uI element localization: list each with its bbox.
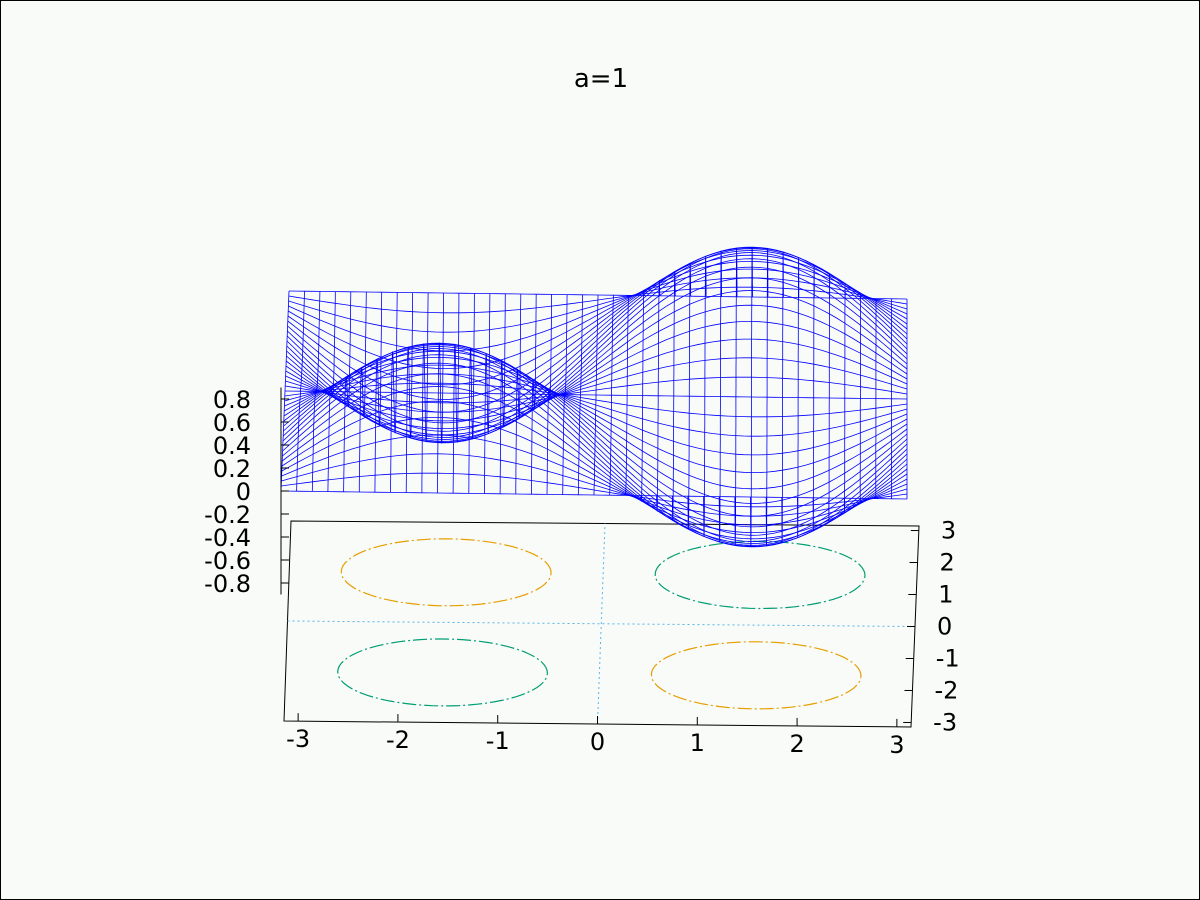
- z-tick-label: -0.6: [204, 547, 251, 575]
- z-axis: 0.80.60.40.20-0.2-0.4-0.6-0.8: [204, 386, 289, 598]
- mesh-line-x: [844, 283, 846, 514]
- mesh-line-x: [484, 293, 491, 494]
- y-tick-label: -2: [934, 676, 958, 704]
- y-axis: 3 2 1 0 -1 -2 -3: [903, 517, 960, 736]
- mesh-line-x: [468, 293, 475, 494]
- contour-line-1: [654, 540, 866, 610]
- mesh-line-x: [703, 255, 707, 537]
- x-tick-label: -3: [286, 725, 310, 753]
- base-plane: [283, 520, 920, 728]
- mesh-line-x: [656, 279, 661, 512]
- x-tick-label: 1: [690, 729, 705, 757]
- x-axis: -3 -2 -1 0 1 2 3: [286, 713, 905, 759]
- z-tick-label: 0.8: [213, 386, 251, 414]
- y-tick-label: -1: [936, 644, 960, 672]
- mesh-line-x: [437, 292, 444, 494]
- mesh-line-x: [765, 248, 769, 546]
- y-tick-label: 2: [940, 549, 955, 577]
- mesh-line-x: [593, 295, 599, 495]
- mesh-line-x: [859, 293, 862, 504]
- x-tick-label: 2: [789, 730, 804, 758]
- mesh-line-x: [671, 271, 676, 521]
- mesh-line-x: [828, 273, 831, 523]
- base-frame: [283, 520, 920, 728]
- x-tick-label: -2: [386, 726, 410, 754]
- mesh-line-x: [311, 291, 321, 492]
- mesh-line-x: [499, 293, 506, 494]
- z-tick-label: -0.2: [204, 501, 251, 529]
- base-contours: [337, 538, 866, 710]
- mesh-line-x: [421, 292, 429, 493]
- mesh-line-x: [687, 263, 692, 530]
- mesh-line-x: [358, 291, 367, 492]
- mesh-line-x: [405, 292, 413, 493]
- z-tick-label: 0: [236, 478, 251, 506]
- y-tick-label: 0: [937, 613, 952, 641]
- mesh-line-x: [452, 293, 460, 494]
- z-tick-label: -0.4: [204, 524, 251, 552]
- contour-line-2: [337, 638, 548, 707]
- y-tick-label: 1: [938, 581, 953, 609]
- z-tick-label: 0.6: [213, 409, 251, 437]
- mesh-line-x: [390, 292, 398, 493]
- x-tick-label: 0: [590, 728, 605, 756]
- mesh-line-x: [624, 295, 630, 496]
- z-tick-label: -0.8: [204, 570, 251, 598]
- mesh-line-x: [577, 294, 583, 495]
- mesh-line-x: [718, 250, 722, 543]
- mesh-line-x: [750, 247, 753, 547]
- zero-contour-x: [597, 523, 606, 725]
- y-tick-label: -3: [933, 708, 957, 736]
- mesh-line-x: [734, 248, 738, 546]
- mesh-line-x: [280, 290, 290, 492]
- contour-line-3: [650, 641, 862, 710]
- surface-mesh: [280, 246, 908, 548]
- y-tick-label: 3: [941, 517, 956, 545]
- mesh-line-x: [797, 257, 800, 538]
- mesh-line-x: [781, 251, 784, 543]
- x-tick-label: 3: [889, 731, 904, 759]
- mesh-line-x: [609, 295, 614, 496]
- mesh-line-x: [546, 294, 552, 495]
- z-tick-label: 0.4: [213, 432, 251, 460]
- z-tick-label: 0.2: [213, 455, 251, 483]
- contour-line-0: [340, 538, 552, 607]
- mesh-line-x: [296, 291, 305, 492]
- mesh-line-x: [327, 291, 336, 492]
- mesh-line-x: [515, 293, 522, 494]
- x-tick-label: -1: [486, 727, 510, 755]
- chart-title: a=1: [574, 64, 628, 94]
- mesh-line-x: [343, 291, 352, 492]
- mesh-line-x: [374, 292, 383, 493]
- mesh-line-x: [531, 294, 537, 495]
- mesh-line-x: [562, 294, 568, 495]
- mesh-line-x: [812, 264, 815, 531]
- mesh-line-x: [640, 289, 645, 502]
